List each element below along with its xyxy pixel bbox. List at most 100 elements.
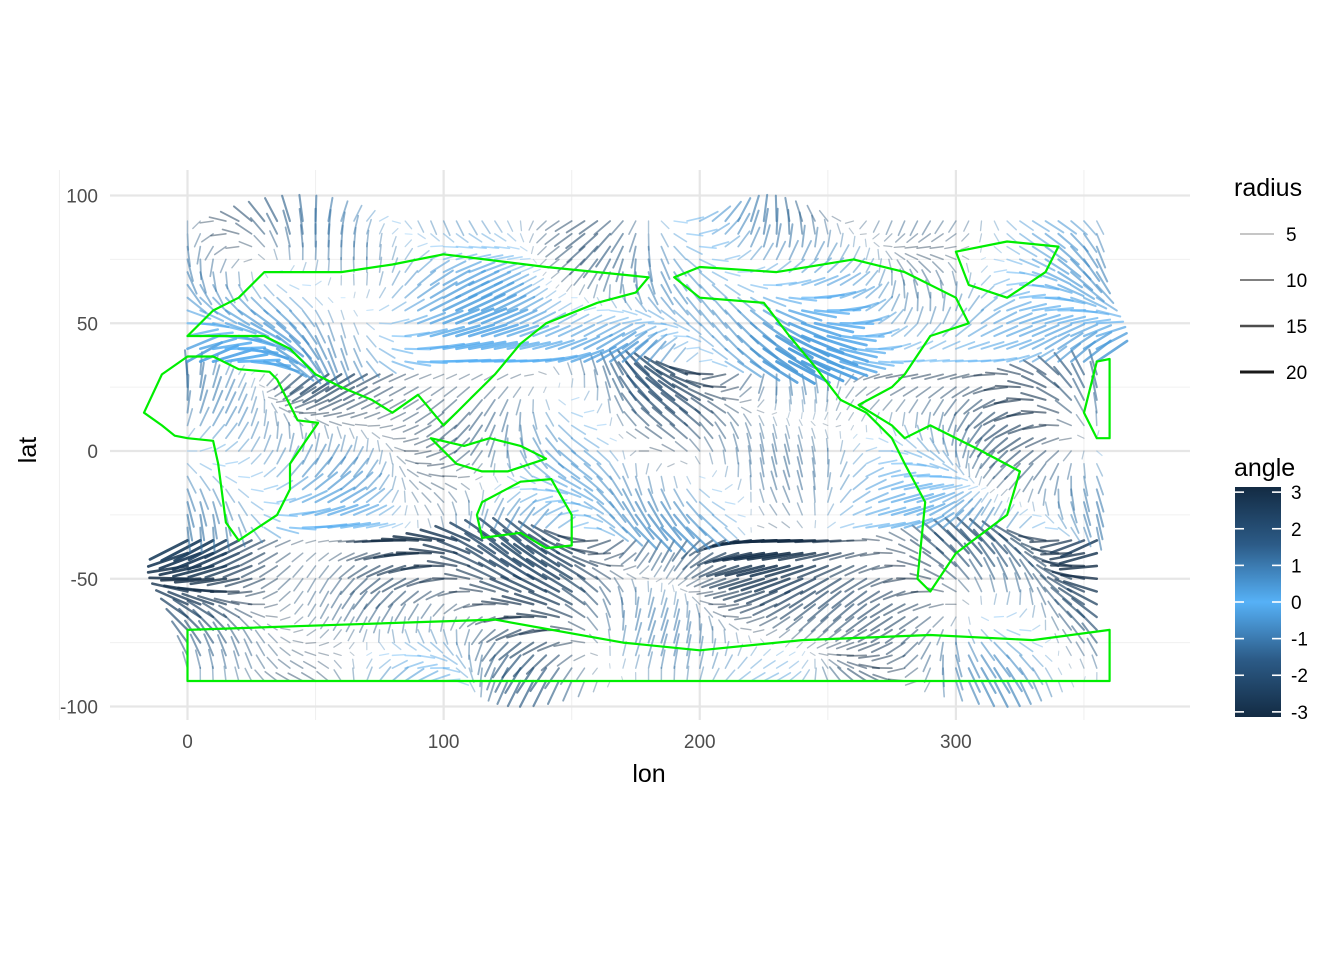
vector-mark — [1031, 304, 1062, 312]
vector-mark — [974, 424, 996, 445]
vector-mark — [962, 437, 970, 459]
vector-mark — [865, 456, 881, 465]
vector-mark — [996, 556, 1009, 580]
vector-mark — [1083, 475, 1089, 497]
vector-mark — [916, 306, 924, 325]
vector-mark — [419, 528, 458, 542]
vector-mark — [266, 656, 278, 669]
vector-mark — [528, 590, 561, 606]
vector-mark — [442, 341, 481, 351]
vector-mark — [440, 462, 458, 470]
vector-mark — [673, 633, 680, 657]
vector-mark — [698, 296, 715, 316]
vector-mark — [832, 603, 855, 622]
vector-mark — [1013, 488, 1021, 500]
vector-mark — [814, 373, 819, 394]
vector-mark — [571, 396, 580, 401]
vector-mark — [929, 306, 937, 325]
vector-mark — [647, 607, 656, 631]
vector-mark — [378, 360, 397, 374]
vector-mark — [1070, 245, 1090, 268]
vector-mark — [844, 220, 855, 224]
vector-mark — [826, 273, 851, 286]
vector-mark — [442, 220, 451, 237]
vector-mark — [557, 449, 579, 468]
angle-tick-label: -2 — [1291, 666, 1308, 687]
vector-mark — [186, 526, 192, 553]
vector-mark — [480, 680, 483, 698]
vector-mark — [430, 386, 445, 397]
vector-mark — [1044, 638, 1052, 644]
vector-mark — [742, 413, 752, 427]
vector-mark — [391, 235, 397, 248]
vector-mark — [457, 475, 470, 479]
vector-mark — [870, 577, 893, 588]
vector-mark — [171, 620, 189, 644]
vector-mark — [404, 331, 431, 338]
vector-mark — [281, 194, 292, 223]
vector-mark — [1036, 586, 1047, 606]
vector-mark — [749, 209, 760, 235]
vector-mark — [347, 565, 368, 580]
vector-mark — [338, 565, 355, 580]
vector-mark — [1095, 271, 1112, 295]
vector-mark — [404, 641, 417, 651]
vector-mark — [237, 382, 247, 401]
vector-mark — [460, 482, 470, 490]
vector-mark — [711, 241, 730, 248]
vector-mark — [199, 220, 214, 224]
vector-mark — [1031, 232, 1052, 247]
vector-mark — [250, 611, 266, 618]
vector-mark — [689, 552, 714, 569]
vector-mark — [570, 335, 601, 350]
vector-mark — [455, 220, 465, 237]
vector-mark — [726, 411, 740, 427]
vector-mark — [224, 322, 257, 335]
vector-mark — [869, 603, 893, 619]
vector-mark — [545, 399, 551, 411]
vector-mark — [634, 501, 651, 528]
vector-mark — [979, 220, 983, 232]
vector-mark — [932, 616, 944, 628]
vector-mark — [672, 526, 699, 552]
vector-mark — [186, 488, 196, 512]
vector-mark — [737, 526, 746, 536]
vector-mark — [1031, 323, 1060, 338]
radius-legend-label: 20 — [1286, 363, 1307, 384]
vector-mark — [302, 284, 312, 287]
vector-mark — [978, 475, 983, 486]
vector-mark — [481, 233, 496, 243]
vector-mark — [660, 309, 678, 323]
vector-mark — [391, 463, 394, 478]
vector-mark — [737, 230, 751, 248]
vector-mark — [493, 463, 496, 476]
vector-mark — [1044, 680, 1053, 698]
vector-mark — [826, 257, 845, 274]
vector-mark — [708, 615, 714, 631]
vector-mark — [622, 624, 627, 644]
vector-mark — [887, 667, 906, 673]
vector-mark — [1083, 232, 1098, 253]
vector-mark — [674, 394, 701, 414]
vector-mark — [699, 348, 714, 355]
vector-mark — [1020, 391, 1047, 401]
vector-mark — [282, 209, 291, 235]
vector-mark — [596, 342, 629, 363]
vector-mark — [1013, 450, 1034, 467]
vector-mark — [432, 373, 445, 380]
vector-mark — [1058, 564, 1099, 571]
vector-mark — [1070, 271, 1094, 292]
vector-mark — [973, 411, 996, 429]
vector-mark — [1032, 462, 1047, 481]
vector-mark — [570, 313, 590, 325]
vector-mark — [212, 405, 225, 427]
vector-mark — [634, 596, 640, 618]
vector-mark — [356, 564, 381, 579]
vector-mark — [477, 561, 509, 580]
vector-mark — [763, 660, 776, 669]
vector-mark — [686, 335, 702, 343]
vector-mark — [936, 629, 944, 646]
vector-mark — [413, 437, 432, 446]
vector-mark — [426, 462, 445, 467]
vector-mark — [276, 513, 298, 518]
